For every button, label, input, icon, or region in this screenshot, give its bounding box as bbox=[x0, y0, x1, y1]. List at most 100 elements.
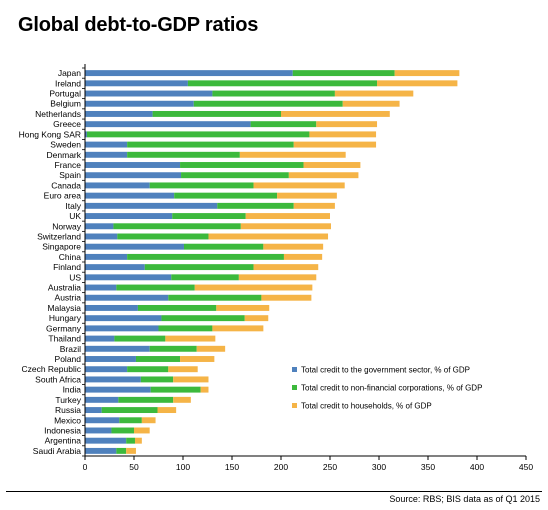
category-label: Hong Kong SAR bbox=[19, 129, 81, 139]
bar-segment bbox=[144, 264, 254, 271]
bar-segment bbox=[85, 253, 128, 260]
bar-segment bbox=[208, 233, 329, 240]
bar-segment bbox=[149, 182, 254, 189]
bar-segment bbox=[85, 407, 102, 414]
bar-segment bbox=[141, 417, 156, 424]
bar-segment bbox=[85, 80, 188, 87]
bar-segment bbox=[85, 182, 150, 189]
legend-swatch bbox=[292, 403, 297, 408]
category-label: Canada bbox=[51, 180, 81, 190]
category-label: Thailand bbox=[48, 334, 81, 344]
bar-segment bbox=[85, 121, 251, 128]
bar-segment bbox=[86, 131, 310, 138]
bar-segment bbox=[152, 110, 281, 117]
legend-swatch bbox=[292, 385, 297, 390]
bar-segment bbox=[173, 396, 191, 403]
bar-segment bbox=[183, 243, 264, 250]
bar-segment bbox=[157, 407, 177, 414]
category-label: China bbox=[59, 252, 81, 262]
category-label: Czech Republic bbox=[21, 364, 81, 374]
bar-segment bbox=[85, 304, 138, 311]
bar-segment bbox=[111, 427, 134, 434]
bar-segment bbox=[180, 356, 215, 362]
category-label: Germany bbox=[46, 323, 82, 333]
x-tick-label: 0 bbox=[83, 462, 88, 472]
category-label: Greece bbox=[53, 119, 81, 129]
bar-segment bbox=[217, 202, 294, 209]
bar-segment bbox=[134, 427, 150, 434]
bar-segment bbox=[293, 202, 335, 209]
footer-divider bbox=[6, 491, 542, 492]
bar-segment bbox=[303, 162, 361, 168]
bar-segment bbox=[244, 315, 269, 322]
bar-segment bbox=[85, 264, 145, 271]
category-label: Malaysia bbox=[47, 303, 81, 313]
category-label: Indonesia bbox=[44, 425, 81, 435]
x-tick-label: 100 bbox=[176, 462, 190, 472]
bar-segment bbox=[250, 121, 317, 128]
bar-segment bbox=[194, 284, 313, 291]
bar-segment bbox=[85, 356, 136, 362]
category-label: Finland bbox=[53, 262, 81, 272]
bar-segment bbox=[168, 294, 262, 301]
bar-segment bbox=[85, 213, 173, 220]
bar-segment bbox=[377, 80, 458, 87]
category-label: Switzerland bbox=[37, 231, 81, 241]
bar-segment bbox=[181, 172, 289, 179]
category-label: Turkey bbox=[55, 395, 81, 405]
bar-segment bbox=[116, 284, 195, 291]
bar-segment bbox=[238, 274, 317, 281]
category-label: Singapore bbox=[42, 242, 81, 252]
bar-segment bbox=[113, 223, 241, 230]
legend-label: Total credit to non-financial corporatio… bbox=[301, 384, 482, 393]
x-tick-label: 50 bbox=[129, 462, 139, 472]
bar-segment bbox=[150, 386, 201, 393]
bar-segment bbox=[135, 356, 181, 362]
category-label: Euro area bbox=[44, 191, 82, 201]
bar-segment bbox=[196, 345, 226, 352]
bar-segment bbox=[334, 90, 414, 97]
category-label: Netherlands bbox=[35, 109, 81, 119]
category-label: India bbox=[63, 385, 82, 395]
bar-segment bbox=[127, 253, 284, 260]
bar-segment bbox=[85, 396, 119, 403]
category-label: Denmark bbox=[47, 150, 82, 160]
bar-segment bbox=[85, 274, 172, 281]
bar-segment bbox=[85, 315, 162, 322]
bar-segment bbox=[85, 202, 218, 209]
bar-segment bbox=[85, 417, 120, 424]
bar-segment bbox=[149, 345, 197, 352]
bar-segment bbox=[127, 141, 294, 148]
category-label: UK bbox=[69, 211, 81, 221]
bar-segment bbox=[118, 396, 174, 403]
bar-segment bbox=[283, 253, 323, 260]
bar-segment bbox=[85, 376, 141, 383]
bar-segment bbox=[253, 182, 345, 189]
bar-segment bbox=[174, 192, 278, 199]
category-label: Austria bbox=[55, 293, 82, 303]
category-label: France bbox=[55, 160, 82, 170]
bar-segment bbox=[85, 427, 112, 434]
bar-segment bbox=[127, 151, 240, 158]
bar-segment bbox=[309, 131, 377, 138]
bar-segment bbox=[261, 294, 312, 301]
bar-segment bbox=[212, 90, 335, 97]
bar-segment bbox=[85, 192, 175, 199]
bar-segment bbox=[85, 294, 169, 301]
x-tick-label: 200 bbox=[274, 462, 288, 472]
x-tick-label: 250 bbox=[323, 462, 337, 472]
bar-segment bbox=[240, 223, 331, 230]
bar-segment bbox=[85, 447, 117, 454]
bar-segment bbox=[281, 110, 390, 117]
bar-segment bbox=[173, 376, 209, 383]
category-label: US bbox=[69, 272, 81, 282]
category-label: Brazil bbox=[60, 344, 81, 354]
bar-segment bbox=[140, 376, 174, 383]
bar-segment bbox=[126, 437, 135, 444]
category-label: Australia bbox=[48, 283, 81, 293]
bar-segment bbox=[85, 345, 150, 352]
bar-segment bbox=[85, 284, 117, 291]
bar-segment bbox=[293, 141, 377, 148]
bar-segment bbox=[85, 110, 153, 117]
category-label: Spain bbox=[59, 170, 81, 180]
